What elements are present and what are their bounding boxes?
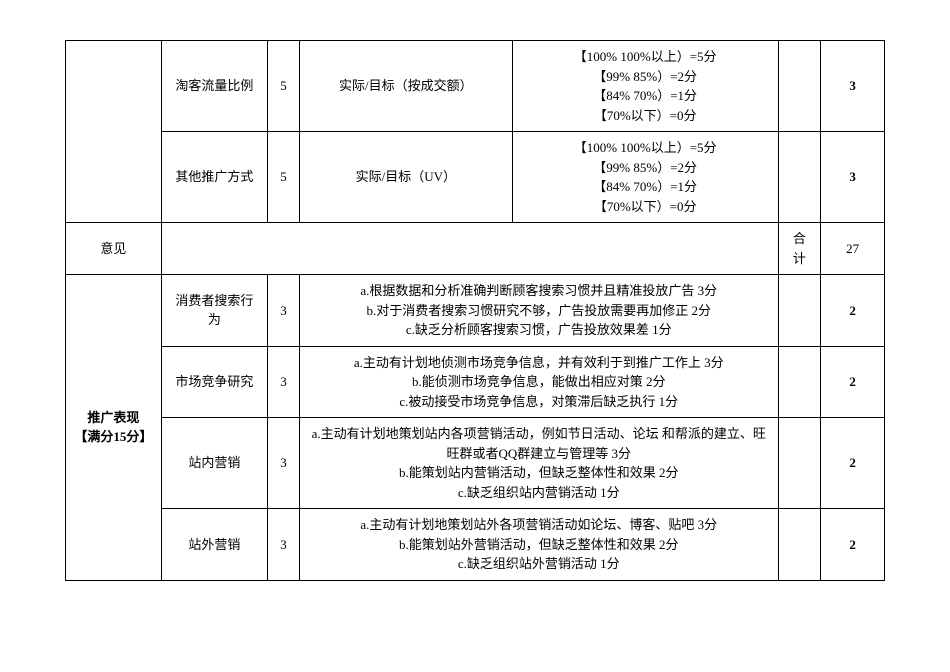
criteria-cell: 【100% 100%以上）=5分 【99% 85%）=2分 【84% 70%）=… xyxy=(512,41,778,132)
blank-cell xyxy=(778,41,821,132)
item-cell: 其他推广方式 xyxy=(161,132,267,223)
weight-cell: 3 xyxy=(268,418,300,509)
blank-cell xyxy=(778,275,821,347)
score-cell: 2 xyxy=(821,418,885,509)
item-cell: 淘客流量比例 xyxy=(161,41,267,132)
criteria-cell: 【100% 100%以上）=5分 【99% 85%）=2分 【84% 70%）=… xyxy=(512,132,778,223)
table-row: 其他推广方式 5 实际/目标（UV） 【100% 100%以上）=5分 【99%… xyxy=(66,132,885,223)
category-cell: 推广表现 【满分15分】 xyxy=(66,275,162,581)
desc-cell: 实际/目标（UV） xyxy=(299,132,512,223)
item-cell: 市场竞争研究 xyxy=(161,346,267,418)
weight-cell: 3 xyxy=(268,346,300,418)
item-cell: 站外营销 xyxy=(161,509,267,581)
evaluation-table: 淘客流量比例 5 实际/目标（按成交额） 【100% 100%以上）=5分 【9… xyxy=(65,40,885,581)
weight-cell: 5 xyxy=(268,132,300,223)
score-cell: 2 xyxy=(821,275,885,347)
blank-cell xyxy=(778,509,821,581)
opinion-label: 意见 xyxy=(66,223,162,275)
weight-cell: 5 xyxy=(268,41,300,132)
weight-cell: 3 xyxy=(268,275,300,347)
total-row: 意见 合计 27 xyxy=(66,223,885,275)
score-cell: 2 xyxy=(821,346,885,418)
opinion-cell xyxy=(161,223,778,275)
table-row: 市场竞争研究 3 a.主动有计划地侦测市场竞争信息，并有效利于到推广工作上 3分… xyxy=(66,346,885,418)
desc-cell: 实际/目标（按成交额） xyxy=(299,41,512,132)
blank-cell xyxy=(778,418,821,509)
item-cell: 站内营销 xyxy=(161,418,267,509)
table-row: 推广表现 【满分15分】 消费者搜索行为 3 a.根据数据和分析准确判断顾客搜索… xyxy=(66,275,885,347)
total-value: 27 xyxy=(821,223,885,275)
score-cell: 2 xyxy=(821,509,885,581)
table-row: 站内营销 3 a.主动有计划地策划站内各项营销活动，例如节日活动、论坛 和帮派的… xyxy=(66,418,885,509)
score-cell: 3 xyxy=(821,132,885,223)
weight-cell: 3 xyxy=(268,509,300,581)
item-cell: 消费者搜索行为 xyxy=(161,275,267,347)
total-label: 合计 xyxy=(778,223,821,275)
criteria-cell: a.主动有计划地侦测市场竞争信息，并有效利于到推广工作上 3分 b.能侦测市场竞… xyxy=(299,346,778,418)
criteria-cell: a.根据数据和分析准确判断顾客搜索习惯并且精准投放广告 3分 b.对于消费者搜索… xyxy=(299,275,778,347)
blank-cell xyxy=(778,132,821,223)
criteria-cell: a.主动有计划地策划站内各项营销活动，例如节日活动、论坛 和帮派的建立、旺旺群或… xyxy=(299,418,778,509)
category-cell xyxy=(66,41,162,223)
table-row: 站外营销 3 a.主动有计划地策划站外各项营销活动如论坛、博客、贴吧 3分 b.… xyxy=(66,509,885,581)
criteria-cell: a.主动有计划地策划站外各项营销活动如论坛、博客、贴吧 3分 b.能策划站外营销… xyxy=(299,509,778,581)
table-row: 淘客流量比例 5 实际/目标（按成交额） 【100% 100%以上）=5分 【9… xyxy=(66,41,885,132)
blank-cell xyxy=(778,346,821,418)
score-cell: 3 xyxy=(821,41,885,132)
